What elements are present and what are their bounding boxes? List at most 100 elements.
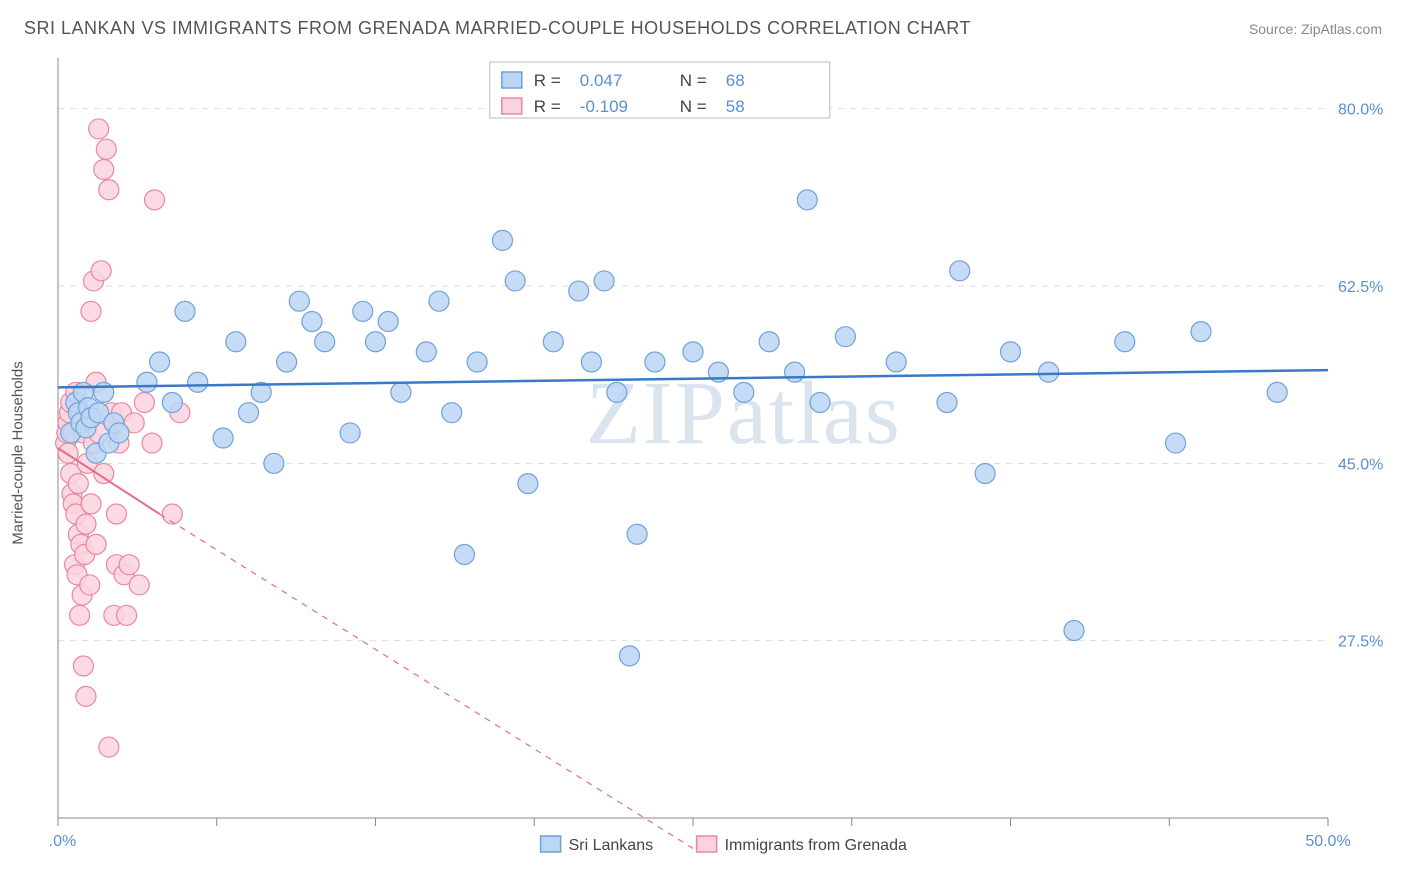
data-point-blue (226, 332, 246, 352)
data-point-blue (569, 281, 589, 301)
data-point-blue (1191, 322, 1211, 342)
data-point-pink (106, 504, 126, 524)
data-point-blue (734, 382, 754, 402)
data-point-pink (81, 301, 101, 321)
data-point-blue (188, 372, 208, 392)
data-point-pink (81, 494, 101, 514)
legend-r-label: R = (534, 71, 561, 90)
data-point-pink (68, 474, 88, 494)
data-point-blue (442, 403, 462, 423)
data-point-pink (91, 261, 111, 281)
data-point-blue (213, 428, 233, 448)
data-point-blue (607, 382, 627, 402)
data-point-pink (117, 605, 137, 625)
data-point-blue (175, 301, 195, 321)
data-point-blue (150, 352, 170, 372)
data-point-blue (797, 190, 817, 210)
data-point-pink (89, 119, 109, 139)
legend-n-label: N = (680, 97, 707, 116)
data-point-pink (142, 433, 162, 453)
legend-n-label: N = (680, 71, 707, 90)
data-point-blue (627, 524, 647, 544)
legend-n-value: 68 (726, 71, 745, 90)
data-point-blue (162, 393, 182, 413)
data-point-blue (594, 271, 614, 291)
y-tick-label: 27.5% (1338, 634, 1383, 651)
data-point-pink (76, 686, 96, 706)
data-point-blue (620, 646, 640, 666)
data-point-blue (353, 301, 373, 321)
data-point-pink (162, 504, 182, 524)
legend-swatch (541, 836, 561, 852)
data-point-blue (416, 342, 436, 362)
data-point-blue (302, 311, 322, 331)
data-point-blue (543, 332, 563, 352)
legend-series-label: Immigrants from Grenada (725, 837, 907, 854)
data-point-blue (1115, 332, 1135, 352)
data-point-pink (94, 159, 114, 179)
chart-header: SRI LANKAN VS IMMIGRANTS FROM GRENADA MA… (0, 0, 1406, 49)
data-point-blue (1166, 433, 1186, 453)
data-point-pink (129, 575, 149, 595)
legend-swatch (502, 98, 522, 114)
data-point-pink (96, 139, 116, 159)
data-point-blue (277, 352, 297, 372)
data-point-blue (1039, 362, 1059, 382)
data-point-blue (378, 311, 398, 331)
data-point-blue (759, 332, 779, 352)
data-point-blue (518, 474, 538, 494)
data-point-blue (1064, 621, 1084, 641)
legend-n-value: 58 (726, 97, 745, 116)
data-point-pink (80, 575, 100, 595)
data-point-blue (785, 362, 805, 382)
data-point-pink (99, 180, 119, 200)
y-tick-label: 62.5% (1338, 279, 1383, 296)
data-point-pink (76, 514, 96, 534)
data-point-blue (315, 332, 335, 352)
data-point-blue (289, 291, 309, 311)
data-point-blue (645, 352, 665, 372)
data-point-blue (366, 332, 386, 352)
chart-container: Married-couple Households 27.5%45.0%62.5… (48, 58, 1388, 848)
y-tick-label: 80.0% (1338, 102, 1383, 119)
data-point-blue (391, 382, 411, 402)
data-point-blue (683, 342, 703, 362)
data-point-blue (239, 403, 259, 423)
data-point-blue (454, 545, 474, 565)
data-point-blue (264, 453, 284, 473)
data-point-pink (70, 605, 90, 625)
x-tick-label: 0.0% (48, 833, 76, 850)
scatter-chart: 27.5%45.0%62.5%80.0%ZIPatlas0.0%50.0%R =… (48, 58, 1388, 878)
legend-r-label: R = (534, 97, 561, 116)
data-point-blue (835, 327, 855, 347)
data-point-pink (99, 737, 119, 757)
chart-source: Source: ZipAtlas.com (1249, 21, 1382, 37)
data-point-pink (134, 393, 154, 413)
legend-swatch (502, 72, 522, 88)
data-point-blue (493, 230, 513, 250)
y-tick-label: 45.0% (1338, 456, 1383, 473)
data-point-blue (505, 271, 525, 291)
data-point-pink (145, 190, 165, 210)
data-point-pink (86, 534, 106, 554)
data-point-blue (109, 423, 129, 443)
data-point-blue (467, 352, 487, 372)
legend-r-value: -0.109 (580, 97, 628, 116)
regression-line-pink-extrapolated (160, 514, 693, 848)
data-point-blue (429, 291, 449, 311)
data-point-blue (810, 393, 830, 413)
data-point-blue (1001, 342, 1021, 362)
legend-series-label: Sri Lankans (569, 837, 654, 854)
data-point-blue (886, 352, 906, 372)
data-point-pink (73, 656, 93, 676)
data-point-blue (1267, 382, 1287, 402)
legend-swatch (697, 836, 717, 852)
data-point-blue (975, 463, 995, 483)
legend-r-value: 0.047 (580, 71, 623, 90)
data-point-blue (340, 423, 360, 443)
y-axis-label: Married-couple Households (10, 361, 27, 544)
data-point-blue (937, 393, 957, 413)
data-point-blue (581, 352, 601, 372)
data-point-blue (950, 261, 970, 281)
chart-title: SRI LANKAN VS IMMIGRANTS FROM GRENADA MA… (24, 18, 971, 39)
